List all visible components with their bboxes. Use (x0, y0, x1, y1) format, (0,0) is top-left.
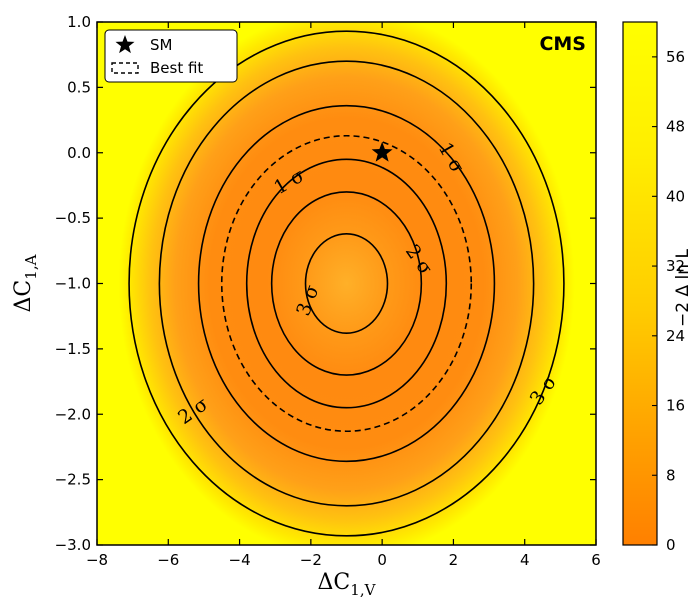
colorbar-scale (622, 21, 658, 546)
colorbar-tick-label: 32 (666, 257, 685, 275)
y-tick-label: 0.0 (67, 144, 91, 162)
legend-dashed-icon (111, 62, 139, 74)
colorbar-tick-label: 48 (666, 118, 685, 136)
contour-bestfit (220, 134, 473, 433)
contour-inner-2σ (270, 191, 423, 376)
legend: SM Best fit (104, 29, 238, 83)
colorbar-tick-label: 24 (666, 327, 685, 345)
y-tick-label: −1.5 (55, 340, 91, 358)
contour-outer-3σ (128, 30, 565, 537)
legend-star-icon (115, 35, 135, 54)
legend-entry-sm: SM (150, 36, 172, 54)
x-axis-label-main: ΔC (318, 570, 351, 595)
x-tick-label: 2 (449, 551, 459, 569)
contour-outer-1σ (197, 104, 496, 463)
x-axis-label: ΔC1,V (318, 570, 377, 597)
y-axis-label-sub: 1,A (22, 254, 40, 279)
x-tick-label: −8 (86, 551, 108, 569)
y-tick-label: −3.0 (55, 536, 91, 554)
y-tick-label: −2.0 (55, 405, 91, 423)
x-tick-label: 0 (377, 551, 387, 569)
y-axis-label-main: ΔC (11, 280, 36, 313)
colorbar: 0 8 16 24 32 40 48 56 −2 Δ ln L (622, 21, 693, 554)
colorbar-ticks: 0 8 16 24 32 40 48 56 (652, 48, 685, 554)
x-tick-label: 4 (520, 551, 530, 569)
colorbar-tick-label: 0 (666, 536, 676, 554)
sm-star-icon (371, 141, 393, 162)
contour-inner-1σ (245, 158, 448, 409)
colorbar-tick-label: 56 (666, 48, 685, 66)
y-tick-label: −0.5 (55, 209, 91, 227)
x-axis: −8 −6 −4 −2 0 2 4 6 (86, 22, 601, 569)
x-tick-label: 6 (591, 551, 601, 569)
heatmap (97, 22, 596, 545)
x-tick-label: −6 (157, 551, 179, 569)
colorbar-label: −2 Δ ln L (673, 249, 693, 327)
experiment-label: CMS (539, 33, 586, 55)
y-axis-label: ΔC1,A (11, 254, 40, 312)
colorbar-tick-label: 8 (666, 466, 676, 484)
contour-outer-2σ (158, 60, 535, 507)
legend-entry-best-fit: Best fit (150, 59, 203, 77)
contour-inner-3σ (304, 233, 389, 334)
colorbar-tick-label: 40 (666, 187, 685, 205)
x-tick-label: −2 (300, 551, 322, 569)
y-tick-label: −2.5 (55, 471, 91, 489)
sm-marker (371, 141, 393, 162)
colorbar-tick-label: 16 (666, 397, 685, 415)
contour-lines (128, 30, 565, 537)
y-tick-label: 1.0 (67, 13, 91, 31)
y-tick-label: 0.5 (67, 78, 91, 96)
x-tick-label: −4 (229, 551, 251, 569)
y-tick-label: −1.0 (55, 275, 91, 293)
y-axis: −3.0 −2.5 −2.0 −1.5 −1.0 −0.5 0.0 0.5 1.0 (55, 13, 596, 554)
x-axis-label-sub: 1,V (350, 581, 376, 597)
